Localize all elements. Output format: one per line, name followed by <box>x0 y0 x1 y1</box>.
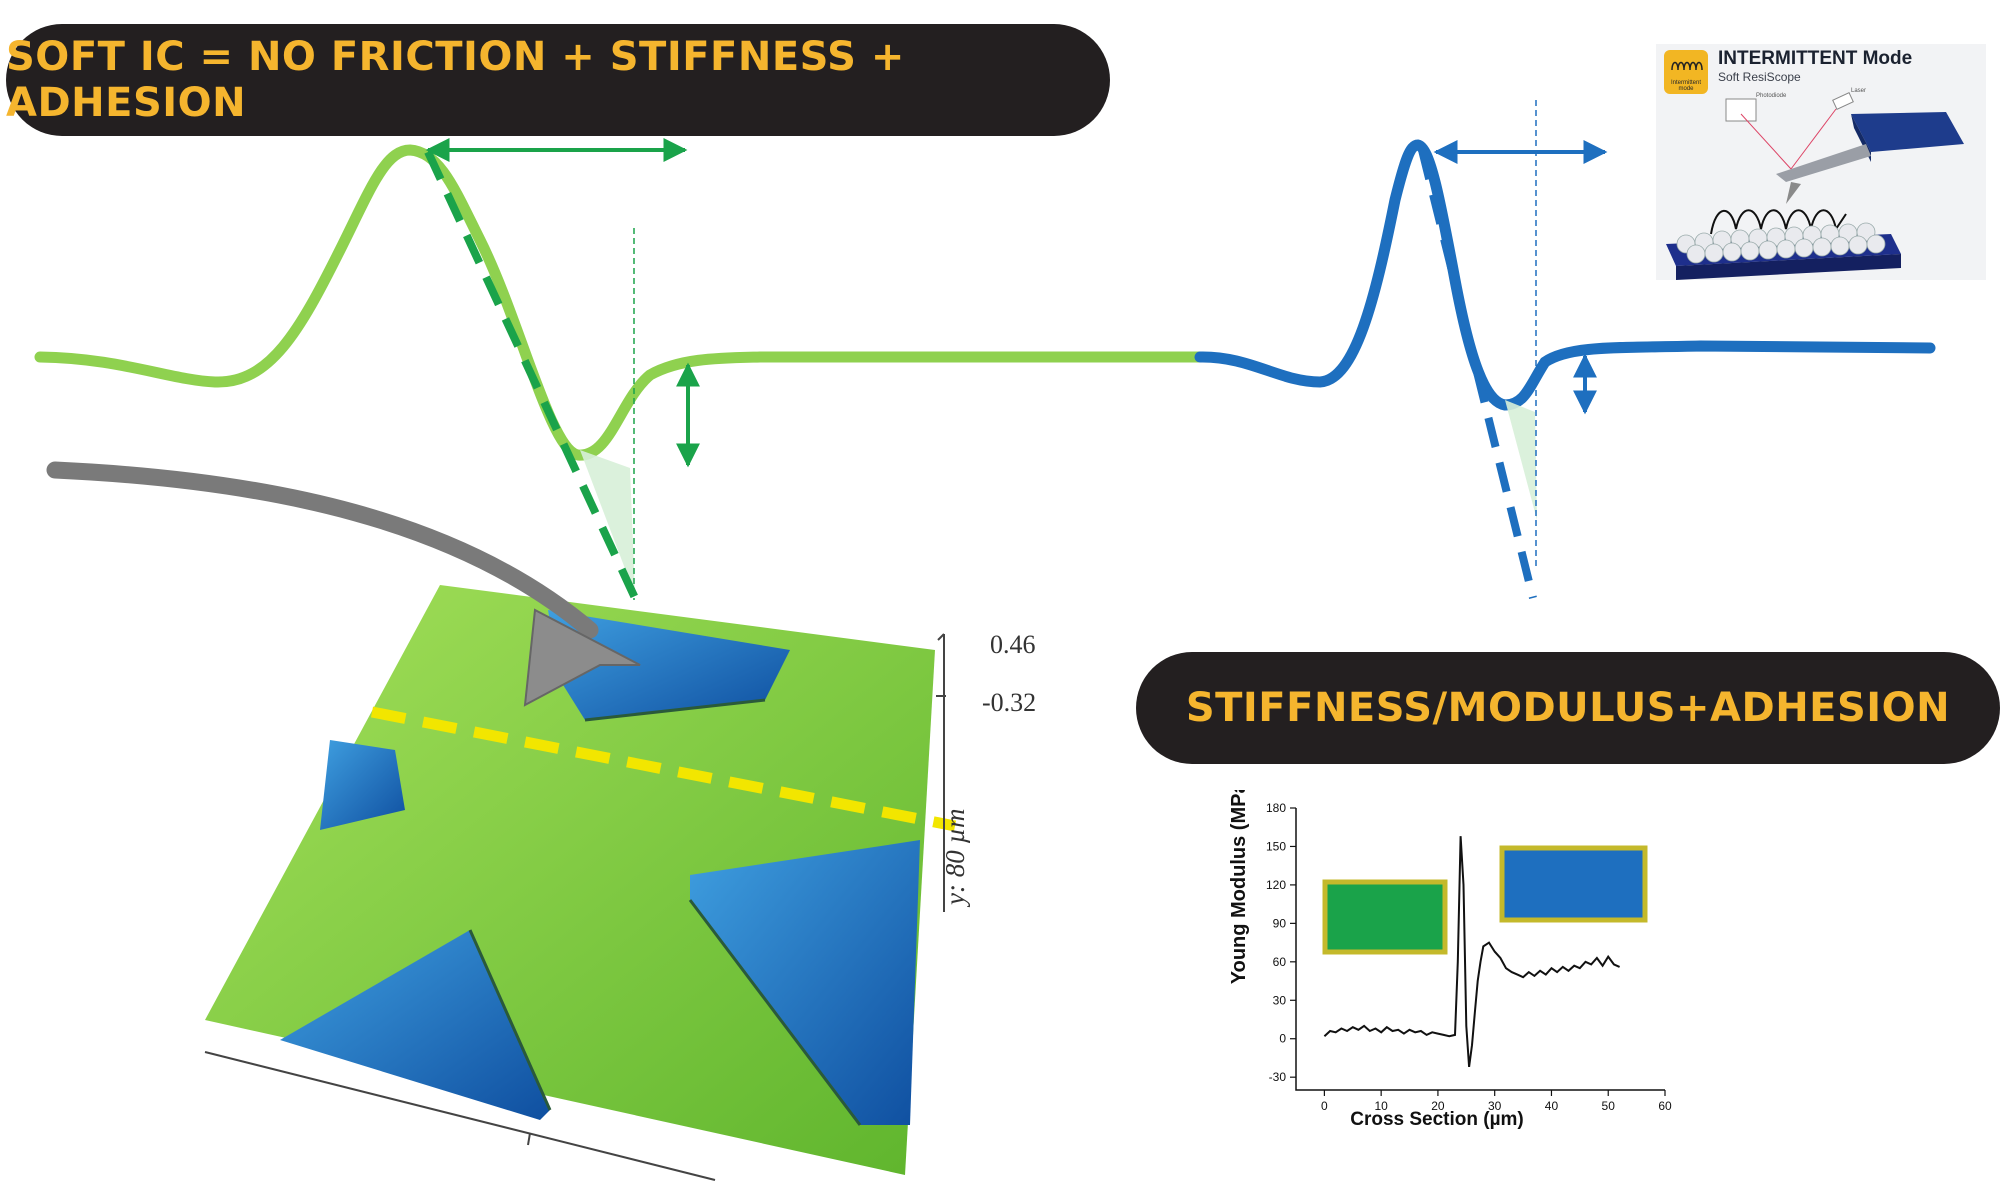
young-modulus-chart: Young Modulus (MPa) Cross Section (µm) -… <box>1228 790 1672 1130</box>
green-force-curve <box>34 144 1206 461</box>
intermittent-mode-logo: Intermittent mode <box>1664 50 1708 94</box>
x-tick-label: 0 <box>1321 1099 1328 1113</box>
z-top-label: 0.46 <box>990 630 1036 659</box>
y-axis-label: y: 80 µm <box>940 808 970 905</box>
afm-blue-well-left <box>320 740 405 830</box>
intermittent-mode-inset: Intermittent mode INTERMITTENT Mode Soft… <box>1656 44 1986 280</box>
cantilever-arm <box>46 461 599 639</box>
y-tick-label: -30 <box>1269 1070 1287 1084</box>
x-tick-label: 60 <box>1658 1099 1672 1113</box>
blue-adhesion-area <box>1505 400 1537 520</box>
blue-region-box <box>1499 845 1648 923</box>
x-tick-label: 30 <box>1488 1099 1502 1113</box>
afm-tip <box>523 608 641 707</box>
y-tick-label: 30 <box>1273 993 1287 1007</box>
afm-blue-well-right <box>690 840 920 1125</box>
chart-axis-lines <box>1295 808 1665 1091</box>
chart-series-line <box>1323 836 1621 1068</box>
inset-schematic: Photodiode Laser <box>1666 88 1964 280</box>
afm-3d-surface <box>204 585 957 1181</box>
x-tick-label: 40 <box>1545 1099 1559 1113</box>
y-tick-label: 90 <box>1273 916 1287 930</box>
z-bottom-label: -0.32 <box>982 688 1037 717</box>
y-tick-label: 0 <box>1279 1032 1286 1046</box>
y-tick-label: 60 <box>1273 955 1287 969</box>
chart-axes <box>1295 808 1665 1091</box>
x-tick-label: 10 <box>1374 1099 1388 1113</box>
inset-title: INTERMITTENT Mode <box>1718 48 1913 69</box>
y-tick-label: 180 <box>1266 801 1286 815</box>
logo-text: Intermittent mode <box>1670 80 1701 92</box>
chart-xlabel: Cross Section (µm) <box>1350 1109 1524 1130</box>
headline-soft-ic: SOFT IC = NO FRICTION + STIFFNESS + ADHE… <box>6 24 1110 136</box>
green-adhesion-area <box>580 450 635 595</box>
x-tick-label: 20 <box>1431 1099 1445 1113</box>
headline-stiffness-adhesion: STIFFNESS/MODULUS+ADHESION <box>1136 652 2000 764</box>
afm-profile-line <box>370 706 957 832</box>
blue-force-curve <box>1194 139 1936 411</box>
coil-icon <box>1671 61 1703 71</box>
y-tick-label: 150 <box>1266 839 1286 853</box>
laser-label: Laser <box>1851 88 1866 94</box>
x-tick-label: 50 <box>1602 1099 1616 1113</box>
green-tangent-dash <box>424 150 639 600</box>
afm-blue-well-top <box>548 610 790 720</box>
chart-ylabel: Young Modulus (MPa) <box>1228 790 1250 984</box>
inset-subtitle: Soft ResiScope <box>1718 70 1801 84</box>
green-region-box <box>1322 879 1448 955</box>
blue-tangent-dash <box>1418 149 1537 599</box>
chart-ticks: -30 0 30 60 90 120 150 180 0 10 20 30 40 50 60 <box>1266 801 1672 1113</box>
afm-blue-well-bottom <box>280 930 550 1120</box>
y-tick-label: 120 <box>1266 878 1286 892</box>
photodiode-label: Photodiode <box>1756 93 1787 99</box>
